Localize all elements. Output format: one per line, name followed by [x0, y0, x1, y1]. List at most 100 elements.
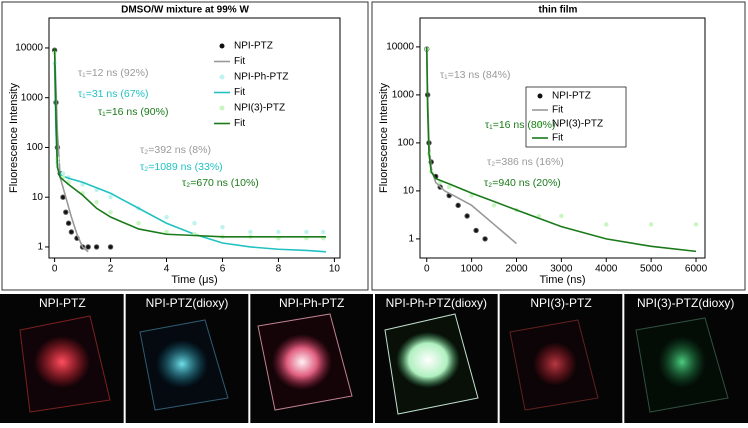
- photo-label: NPI-PTZ: [39, 296, 86, 310]
- data-point: [473, 227, 479, 234]
- data-point: [482, 236, 488, 242]
- plot-area: [51, 47, 327, 253]
- data-point: [220, 224, 225, 230]
- photo-label: NPI-Ph-PTZ(dioxy): [386, 296, 487, 310]
- data-point: [604, 222, 609, 227]
- glow: [533, 342, 577, 386]
- legend-label: Fit: [234, 56, 245, 67]
- photo-label: NPI-PTZ(dioxy): [146, 296, 229, 310]
- annotation: τ₂=392 ns (8%): [140, 144, 211, 156]
- legend-box: [525, 86, 627, 148]
- glow: [658, 336, 706, 388]
- chart-title: DMSO/W mixture at 99% W: [121, 5, 249, 16]
- x-tick-label: 0: [424, 264, 430, 275]
- y-tick-label: 10: [403, 186, 415, 197]
- annotation: τ₂=1089 ns (33%): [140, 161, 223, 173]
- data-point: [136, 221, 141, 226]
- data-point: [164, 229, 169, 235]
- legend-label: Fit: [234, 118, 245, 129]
- annotation: τ₁=16 ns (80%): [485, 119, 555, 131]
- y-tick-label: 10: [32, 192, 44, 203]
- y-tick-label: 10000: [15, 43, 43, 54]
- x-tick-label: 0: [52, 264, 58, 275]
- data-point: [65, 220, 72, 226]
- x-tick-label: 1000: [460, 264, 483, 275]
- y-tick-label: 1000: [21, 92, 44, 103]
- data-point: [85, 244, 91, 250]
- chart-title: thin film: [539, 5, 578, 16]
- data-point: [648, 222, 654, 227]
- x-tick-label: 5000: [640, 264, 663, 275]
- x-tick-label: 3000: [550, 264, 573, 275]
- y-axis-label: Fluorescence Intensity: [8, 82, 20, 193]
- x-tick-label: 8: [276, 264, 282, 275]
- data-point: [68, 229, 75, 235]
- legend-swatch: [219, 105, 225, 111]
- y-tick-label: 10000: [386, 42, 414, 53]
- panel-frame: [1, 1, 369, 291]
- data-point: [60, 171, 66, 176]
- data-point: [94, 199, 99, 205]
- data-point: [248, 229, 253, 235]
- photo-label: NPI(3)-PTZ: [530, 296, 591, 310]
- photo-strip: NPI-PTZ NPI-PTZ(dioxy) NPI-Ph-PTZ NPI-Ph-PT…: [0, 294, 748, 423]
- legend-label: NPI-Ph-PTZ: [234, 72, 288, 83]
- glow: [34, 336, 90, 388]
- y-tick-label: 100: [26, 142, 43, 153]
- x-tick-label: 10: [329, 264, 341, 275]
- annotation: τ₂=940 ns (20%): [484, 177, 561, 189]
- annotation: τ₁=13 ns (84%): [440, 69, 510, 81]
- data-point: [464, 213, 470, 219]
- legend-label: NPI-PTZ: [552, 91, 591, 102]
- legend-label: NPI(3)-PTZ: [552, 119, 603, 130]
- x-tick-label: 6: [220, 264, 226, 275]
- data-point: [192, 221, 197, 226]
- annotation: τ₂=386 ns (16%): [487, 156, 564, 168]
- legend-swatch: [219, 74, 225, 80]
- annotation: τ₂=670 ns (10%): [182, 177, 259, 189]
- legend-swatch: [537, 121, 543, 127]
- fit-line: [425, 46, 697, 253]
- legend-label: NPI-PTZ: [234, 41, 273, 52]
- data-point: [491, 203, 497, 208]
- glow: [156, 340, 208, 388]
- y-tick-label: 1: [37, 242, 43, 253]
- plot-frame: [419, 17, 706, 259]
- y-axis-label: Fluorescence Intensity: [378, 82, 390, 193]
- data-point: [93, 244, 100, 250]
- data-point: [446, 184, 452, 190]
- data-point: [321, 229, 326, 235]
- data-point: [693, 222, 699, 227]
- x-tick-label: 6000: [685, 264, 708, 275]
- data-point: [164, 214, 169, 220]
- x-axis-label: Time (μs): [171, 274, 217, 286]
- data-point: [469, 193, 474, 198]
- y-tick-label: 1: [408, 234, 414, 245]
- annotation: τ₁=16 ns (90%): [98, 106, 168, 118]
- annotation: τ₁=12 ns (92%): [78, 67, 148, 79]
- x-tick-label: 2: [108, 264, 114, 275]
- legend-label: Fit: [552, 105, 563, 116]
- legend-label: NPI(3)-PTZ: [234, 103, 285, 114]
- glow: [272, 334, 332, 390]
- fit-line: [53, 47, 327, 238]
- legend-swatch: [537, 93, 543, 99]
- data-point: [455, 202, 461, 209]
- x-axis-label: Time (ns): [539, 274, 585, 286]
- glow: [396, 332, 460, 388]
- photo-label: NPI-Ph-PTZ: [279, 296, 344, 310]
- photo-label: NPI(3)-PTZ(dioxy): [637, 296, 734, 310]
- legend-swatch: [219, 43, 225, 49]
- y-tick-label: 1000: [392, 90, 415, 101]
- legend-label: Fit: [552, 133, 563, 144]
- plot-area: [424, 46, 699, 253]
- data-point: [108, 209, 113, 215]
- annotation: τ₁=31 ns (67%): [78, 88, 148, 100]
- x-tick-label: 2000: [505, 264, 528, 275]
- legend-label: Fit: [234, 87, 245, 98]
- data-point: [107, 244, 114, 250]
- data-point: [63, 209, 69, 215]
- panel-frame: [371, 1, 746, 291]
- data-point: [276, 229, 281, 235]
